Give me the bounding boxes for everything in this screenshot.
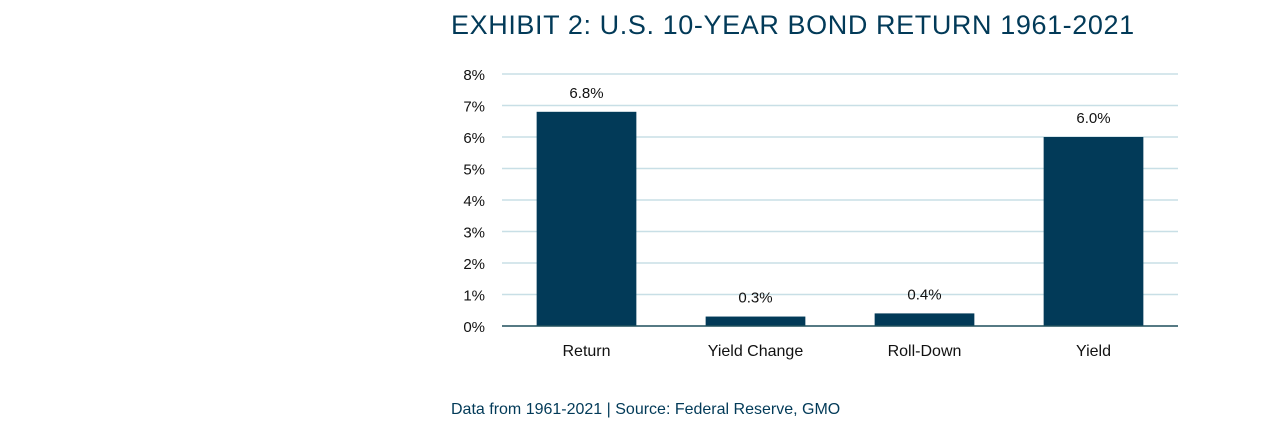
y-tick-label: 1% xyxy=(463,288,485,305)
y-tick-label: 7% xyxy=(463,99,485,116)
data-label: 0.3% xyxy=(738,290,772,307)
data-label: 6.8% xyxy=(569,85,603,102)
data-label: 0.4% xyxy=(907,286,941,303)
category-label: Return xyxy=(562,343,610,360)
source-note: Data from 1961-2021 | Source: Federal Re… xyxy=(451,401,841,418)
data-labels: 6.8% 0.3% 0.4% 6.0% xyxy=(569,85,1110,307)
y-tick-label: 6% xyxy=(463,130,485,147)
bar xyxy=(705,316,806,326)
category-label: Yield Change xyxy=(708,343,804,360)
y-tick-label: 5% xyxy=(463,162,485,179)
y-axis-ticks: 0% 1% 2% 3% 4% 5% 6% 7% 8% xyxy=(463,67,485,336)
y-tick-label: 4% xyxy=(463,193,485,210)
bar xyxy=(536,111,637,326)
category-labels: Return Yield Change Roll-Down Yield xyxy=(562,343,1111,360)
chart-title: EXHIBIT 2: U.S. 10-YEAR BOND RETURN 1961… xyxy=(451,10,1135,40)
bar xyxy=(874,313,975,326)
y-tick-label: 2% xyxy=(463,256,485,273)
bar xyxy=(1043,137,1144,326)
bars xyxy=(536,111,1144,326)
y-tick-label: 3% xyxy=(463,225,485,242)
data-label: 6.0% xyxy=(1076,110,1110,127)
y-tick-label: 0% xyxy=(463,319,485,336)
category-label: Yield xyxy=(1076,343,1111,360)
y-tick-label: 8% xyxy=(463,67,485,84)
category-label: Roll-Down xyxy=(888,343,962,360)
